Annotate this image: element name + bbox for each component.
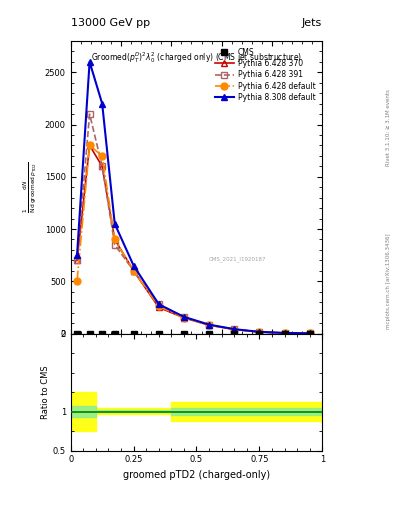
CMS bbox=[307, 330, 312, 336]
Pythia 6.428 391 bbox=[156, 301, 161, 307]
Pythia 6.428 default bbox=[156, 303, 161, 309]
CMS bbox=[257, 330, 262, 336]
Pythia 8.308 default bbox=[87, 59, 92, 65]
Pythia 6.428 default bbox=[307, 330, 312, 336]
CMS bbox=[75, 330, 79, 336]
Text: Rivet 3.1.10; ≥ 3.1M events: Rivet 3.1.10; ≥ 3.1M events bbox=[386, 90, 391, 166]
Pythia 6.428 391 bbox=[307, 330, 312, 336]
Pythia 6.428 391 bbox=[282, 330, 287, 336]
Text: 13000 GeV pp: 13000 GeV pp bbox=[71, 18, 150, 28]
Pythia 6.428 391 bbox=[131, 268, 136, 274]
Pythia 8.308 default bbox=[232, 326, 237, 332]
Text: CMS_2021_I1920187: CMS_2021_I1920187 bbox=[209, 257, 266, 262]
Pythia 6.428 default bbox=[182, 315, 186, 321]
Line: Pythia 6.428 370: Pythia 6.428 370 bbox=[73, 142, 313, 337]
Pythia 8.308 default bbox=[156, 301, 161, 307]
Pythia 6.428 391 bbox=[75, 258, 79, 264]
Pythia 6.428 370 bbox=[156, 304, 161, 310]
CMS bbox=[232, 330, 237, 336]
Pythia 8.308 default bbox=[112, 221, 117, 227]
Pythia 8.308 default bbox=[307, 330, 312, 336]
Pythia 8.308 default bbox=[131, 263, 136, 269]
Pythia 8.308 default bbox=[100, 100, 105, 106]
Pythia 6.428 391 bbox=[112, 242, 117, 248]
CMS bbox=[182, 330, 186, 336]
Line: Pythia 8.308 default: Pythia 8.308 default bbox=[73, 58, 313, 337]
Pythia 6.428 391 bbox=[257, 329, 262, 335]
Line: Pythia 6.428 default: Pythia 6.428 default bbox=[73, 142, 313, 337]
Pythia 6.428 370 bbox=[182, 315, 186, 321]
CMS bbox=[207, 330, 211, 336]
CMS bbox=[282, 330, 287, 336]
Line: CMS: CMS bbox=[74, 331, 312, 336]
X-axis label: groomed pTD2 (charged-only): groomed pTD2 (charged-only) bbox=[123, 470, 270, 480]
Pythia 6.428 370 bbox=[307, 330, 312, 336]
Pythia 8.308 default bbox=[257, 329, 262, 335]
Pythia 6.428 default bbox=[282, 330, 287, 336]
Pythia 6.428 default bbox=[207, 322, 211, 328]
Text: Jets: Jets bbox=[302, 18, 322, 28]
Pythia 8.308 default bbox=[282, 330, 287, 336]
Pythia 6.428 370 bbox=[100, 163, 105, 169]
Text: mcplots.cern.ch [arXiv:1306.3436]: mcplots.cern.ch [arXiv:1306.3436] bbox=[386, 234, 391, 329]
Pythia 8.308 default bbox=[207, 322, 211, 328]
Pythia 6.428 370 bbox=[87, 142, 92, 148]
CMS bbox=[100, 330, 105, 336]
Line: Pythia 6.428 391: Pythia 6.428 391 bbox=[73, 111, 313, 337]
Pythia 6.428 default bbox=[75, 278, 79, 284]
Pythia 6.428 default bbox=[257, 329, 262, 335]
Pythia 6.428 370 bbox=[131, 268, 136, 274]
Text: Groomed$(p_T^D)^2\lambda_0^2$ (charged only) (CMS jet substructure): Groomed$(p_T^D)^2\lambda_0^2$ (charged o… bbox=[91, 50, 302, 65]
Pythia 6.428 370 bbox=[75, 258, 79, 264]
Y-axis label: Ratio to CMS: Ratio to CMS bbox=[41, 365, 50, 419]
Pythia 6.428 391 bbox=[207, 322, 211, 328]
Pythia 6.428 default bbox=[112, 237, 117, 243]
Pythia 6.428 391 bbox=[87, 111, 92, 117]
Pythia 6.428 default bbox=[100, 153, 105, 159]
Pythia 6.428 default bbox=[232, 327, 237, 333]
Pythia 6.428 370 bbox=[282, 330, 287, 336]
Pythia 6.428 391 bbox=[232, 326, 237, 332]
Pythia 6.428 370 bbox=[207, 322, 211, 328]
Legend: CMS, Pythia 6.428 370, Pythia 6.428 391, Pythia 6.428 default, Pythia 8.308 defa: CMS, Pythia 6.428 370, Pythia 6.428 391,… bbox=[212, 45, 318, 105]
Y-axis label: $\frac{1}{\mathrm{N}} \frac{\mathrm{d}N}{\mathrm{d}\,\mathrm{groomed}\,p_{\mathr: $\frac{1}{\mathrm{N}} \frac{\mathrm{d}N}… bbox=[22, 161, 39, 213]
CMS bbox=[112, 330, 117, 336]
Pythia 6.428 370 bbox=[112, 237, 117, 243]
Pythia 6.428 default bbox=[131, 268, 136, 274]
CMS bbox=[156, 330, 161, 336]
Pythia 6.428 370 bbox=[257, 329, 262, 335]
CMS bbox=[87, 330, 92, 336]
Pythia 8.308 default bbox=[182, 314, 186, 320]
CMS bbox=[131, 330, 136, 336]
Pythia 6.428 370 bbox=[232, 326, 237, 332]
Pythia 6.428 391 bbox=[182, 314, 186, 321]
Pythia 8.308 default bbox=[75, 252, 79, 258]
Pythia 6.428 391 bbox=[100, 163, 105, 169]
Pythia 6.428 default bbox=[87, 142, 92, 148]
